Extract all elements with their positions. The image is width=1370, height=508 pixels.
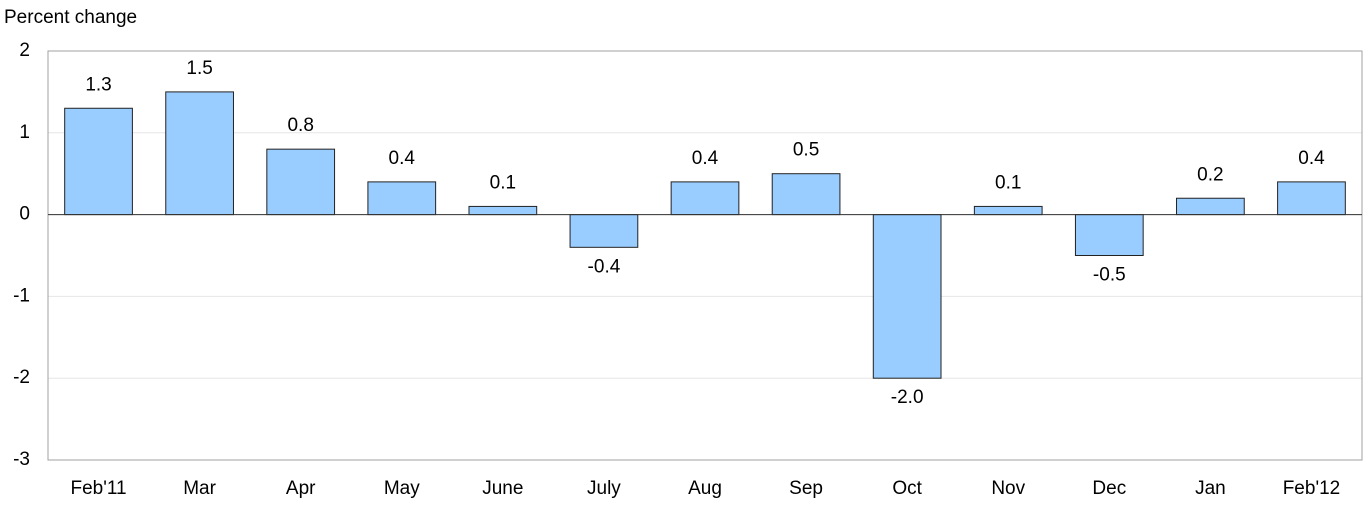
y-tick-label: -3 (13, 449, 30, 470)
value-label: 0.8 (287, 115, 313, 136)
bar (266, 148, 336, 216)
bar (1074, 214, 1144, 257)
x-tick-label: Dec (1092, 478, 1126, 499)
value-label: 0.4 (1298, 148, 1325, 169)
bar (64, 107, 133, 216)
x-tick-label: Sep (789, 478, 823, 499)
value-label: 0.4 (692, 148, 719, 169)
bar (771, 173, 841, 216)
value-label: 1.3 (85, 74, 111, 95)
plot-border (47, 50, 1363, 461)
bar (165, 91, 234, 216)
bar (973, 205, 1043, 216)
value-label: 0.4 (389, 148, 416, 169)
x-tick-label: Nov (991, 478, 1025, 499)
x-tick-label: Apr (286, 478, 316, 499)
value-label: -2.0 (891, 387, 924, 408)
bar (872, 214, 942, 379)
value-label: -0.5 (1093, 265, 1126, 286)
x-tick-label: Mar (183, 478, 216, 499)
x-tick-label: June (482, 478, 523, 499)
y-tick-label: 0 (19, 204, 30, 225)
bar (367, 181, 437, 216)
x-tick-label: Feb'12 (1283, 478, 1341, 499)
value-label: 0.5 (793, 140, 819, 161)
value-label: 1.5 (186, 58, 212, 79)
value-label: 0.2 (1197, 164, 1223, 185)
value-label: 0.1 (995, 172, 1021, 193)
value-label: 0.1 (490, 172, 516, 193)
y-tick-label: 2 (19, 40, 30, 61)
bar (1176, 197, 1245, 216)
x-tick-label: Jan (1195, 478, 1226, 499)
chart-title: Percent change (4, 7, 137, 28)
y-tick-label: 1 (19, 122, 30, 143)
bar (468, 205, 538, 216)
bar (1277, 181, 1346, 216)
x-tick-label: Feb'11 (70, 478, 126, 499)
x-tick-label: Oct (892, 478, 922, 499)
y-tick-label: -2 (13, 367, 30, 388)
y-tick-label: -1 (13, 285, 30, 306)
value-label: -0.4 (588, 256, 621, 277)
x-tick-label: July (587, 478, 621, 499)
bar (569, 214, 639, 248)
x-tick-label: Aug (688, 478, 722, 499)
x-tick-label: May (384, 478, 420, 499)
bar (670, 181, 740, 216)
